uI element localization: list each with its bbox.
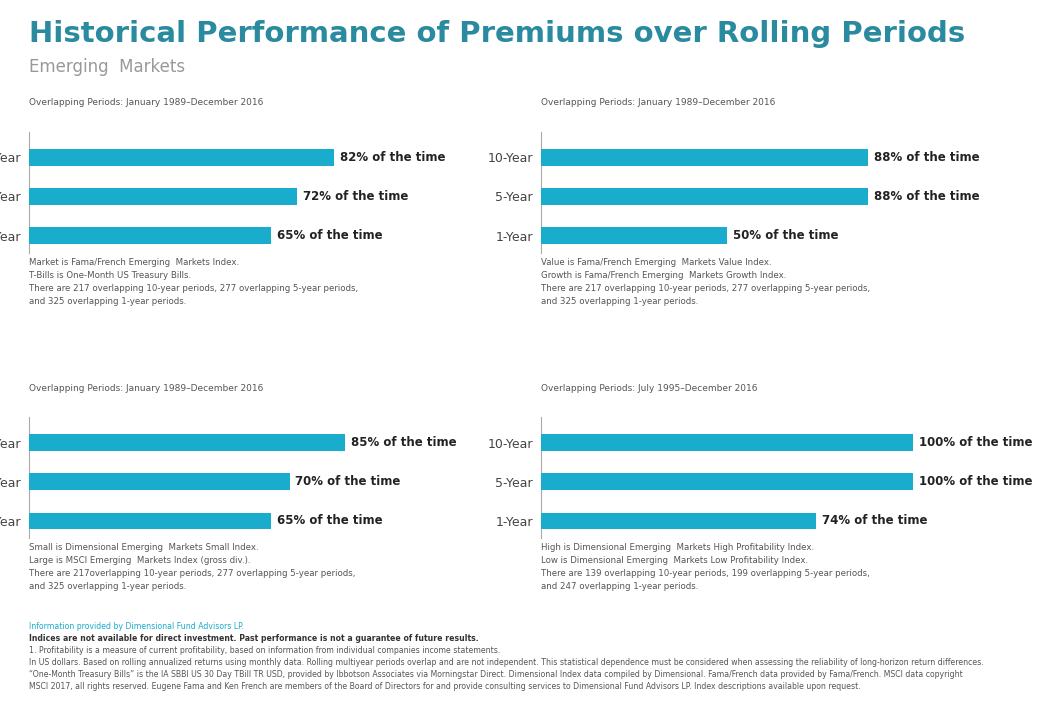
Bar xyxy=(29,227,271,244)
Bar xyxy=(541,473,913,490)
Text: 88% of the time: 88% of the time xyxy=(874,151,980,164)
Text: Overlapping Periods: January 1989–December 2016: Overlapping Periods: January 1989–Decemb… xyxy=(541,98,776,108)
Text: 50% of the time: 50% of the time xyxy=(733,229,839,242)
Text: 74% of the time: 74% of the time xyxy=(822,514,927,527)
Bar xyxy=(541,227,727,244)
Bar xyxy=(29,434,346,451)
Text: Historical Performance of Premiums over Rolling Periods: Historical Performance of Premiums over … xyxy=(29,20,966,48)
Bar xyxy=(541,188,868,205)
Text: “One-Month Treasury Bills” is the IA SBBI US 30 Day TBill TR USD, provided by Ib: “One-Month Treasury Bills” is the IA SBB… xyxy=(29,670,963,679)
Text: Overlapping Periods: January 1989–December 2016: Overlapping Periods: January 1989–Decemb… xyxy=(29,98,264,108)
Bar xyxy=(541,434,913,451)
Text: Overlapping Periods: January 1989–December 2016: Overlapping Periods: January 1989–Decemb… xyxy=(29,384,264,393)
Text: 85% of the time: 85% of the time xyxy=(351,436,457,449)
Text: 100% of the time: 100% of the time xyxy=(919,475,1032,488)
Text: Information provided by Dimensional Fund Advisors LP.: Information provided by Dimensional Fund… xyxy=(29,622,245,632)
Text: 82% of the time: 82% of the time xyxy=(339,151,446,164)
Bar xyxy=(29,149,334,165)
Text: 88% of the time: 88% of the time xyxy=(874,190,980,203)
Bar xyxy=(541,149,868,165)
Text: 1. Profitability is a measure of current profitability, based on information fro: 1. Profitability is a measure of current… xyxy=(29,647,501,655)
Text: 65% of the time: 65% of the time xyxy=(276,229,383,242)
Text: MARKET  beat T-BILLS: MARKET beat T-BILLS xyxy=(36,113,189,125)
Bar xyxy=(29,513,271,529)
Text: High is Dimensional Emerging  Markets High Profitability Index.
Low is Dimension: High is Dimensional Emerging Markets Hig… xyxy=(541,543,870,591)
Text: Indices are not available for direct investment. Past performance is not a guara: Indices are not available for direct inv… xyxy=(29,635,479,643)
Bar xyxy=(29,473,290,490)
Text: SMALL beat LARGE: SMALL beat LARGE xyxy=(36,398,169,411)
Text: Value is Fama/French Emerging  Markets Value Index.
Growth is Fama/French Emergi: Value is Fama/French Emerging Markets Va… xyxy=(541,258,870,306)
Text: In US dollars. Based on rolling annualized returns using monthly data. Rolling m: In US dollars. Based on rolling annualiz… xyxy=(29,658,984,667)
Text: 72% of the time: 72% of the time xyxy=(303,190,408,203)
Bar xyxy=(29,188,297,205)
Text: Market is Fama/French Emerging  Markets Index.
T-Bills is One-Month US Treasury : Market is Fama/French Emerging Markets I… xyxy=(29,258,358,306)
Text: 70% of the time: 70% of the time xyxy=(295,475,400,488)
Text: MSCI 2017, all rights reserved. Eugene Fama and Ken French are members of the Bo: MSCI 2017, all rights reserved. Eugene F… xyxy=(29,682,861,692)
Bar xyxy=(541,513,817,529)
Text: Emerging  Markets: Emerging Markets xyxy=(29,58,186,76)
Text: 65% of the time: 65% of the time xyxy=(276,514,383,527)
Text: 100% of the time: 100% of the time xyxy=(919,436,1032,449)
Text: Small is Dimensional Emerging  Markets Small Index.
Large is MSCI Emerging  Mark: Small is Dimensional Emerging Markets Sm… xyxy=(29,543,356,591)
Text: VALUE beat GROWTH: VALUE beat GROWTH xyxy=(548,113,696,125)
Text: Overlapping Periods: July 1995–December 2016: Overlapping Periods: July 1995–December … xyxy=(541,384,758,393)
Text: HIGH PROFITABILITY¹ beat LOW PROFITABILITY: HIGH PROFITABILITY¹ beat LOW PROFITABILI… xyxy=(548,398,877,411)
